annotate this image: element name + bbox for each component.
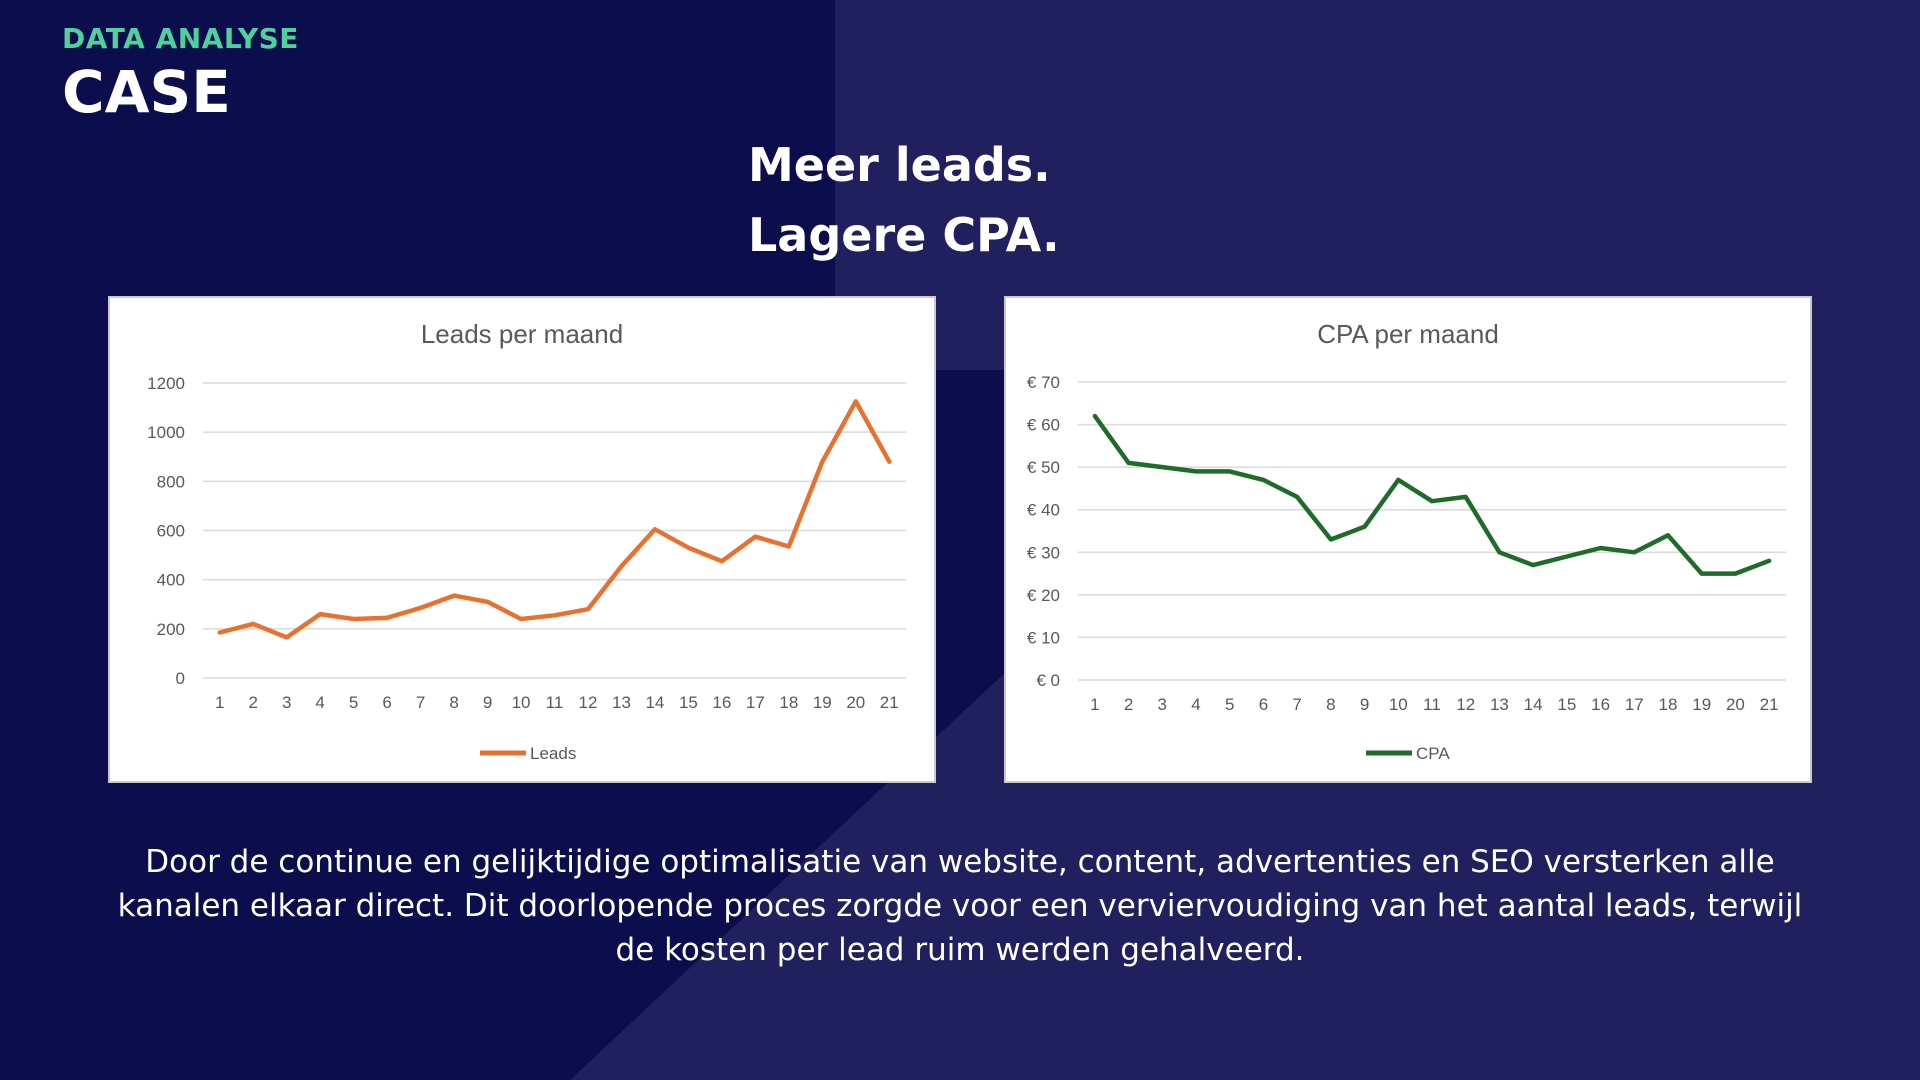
y-tick-label: 0 bbox=[176, 669, 185, 688]
y-tick-label: € 0 bbox=[1036, 671, 1060, 690]
x-tick-label: 20 bbox=[846, 693, 865, 712]
x-tick-label: 17 bbox=[1625, 695, 1644, 714]
y-tick-label: 1000 bbox=[147, 423, 185, 442]
x-tick-label: 11 bbox=[1423, 695, 1441, 714]
chart-title: Leads per maand bbox=[421, 319, 623, 349]
y-tick-label: € 30 bbox=[1027, 543, 1060, 562]
eyebrow-label: DATA ANALYSE bbox=[62, 22, 299, 55]
chart-title: CPA per maand bbox=[1317, 319, 1499, 349]
x-tick-label: 7 bbox=[1292, 695, 1301, 714]
x-tick-label: 4 bbox=[315, 693, 324, 712]
y-tick-label: € 40 bbox=[1027, 501, 1060, 520]
y-tick-label: 1200 bbox=[147, 374, 185, 393]
headline-line-2: Lagere CPA. bbox=[748, 208, 1060, 262]
y-tick-label: € 50 bbox=[1027, 458, 1060, 477]
x-tick-label: 8 bbox=[449, 693, 458, 712]
x-tick-label: 10 bbox=[512, 693, 531, 712]
x-tick-label: 16 bbox=[712, 693, 731, 712]
x-tick-label: 4 bbox=[1191, 695, 1200, 714]
x-tick-label: 9 bbox=[483, 693, 492, 712]
x-tick-label: 15 bbox=[679, 693, 698, 712]
x-tick-label: 18 bbox=[1659, 695, 1678, 714]
y-tick-label: € 60 bbox=[1027, 416, 1060, 435]
y-tick-label: € 20 bbox=[1027, 586, 1060, 605]
y-tick-label: € 10 bbox=[1027, 628, 1060, 647]
x-tick-label: 14 bbox=[645, 693, 664, 712]
x-tick-label: 3 bbox=[1158, 695, 1167, 714]
body-text: Door de continue en gelijktijdige optima… bbox=[117, 844, 1803, 968]
x-tick-label: 5 bbox=[349, 693, 358, 712]
x-tick-label: 19 bbox=[813, 693, 832, 712]
x-tick-label: 2 bbox=[1124, 695, 1133, 714]
x-tick-label: 12 bbox=[579, 693, 598, 712]
x-tick-label: 7 bbox=[416, 693, 425, 712]
x-tick-label: 12 bbox=[1456, 695, 1475, 714]
x-tick-label: 6 bbox=[1259, 695, 1268, 714]
x-tick-label: 19 bbox=[1692, 695, 1711, 714]
y-tick-label: 600 bbox=[157, 522, 185, 541]
x-tick-label: 13 bbox=[1490, 695, 1509, 714]
x-tick-label: 2 bbox=[248, 693, 257, 712]
headline-line-1: Meer leads. bbox=[748, 138, 1051, 192]
x-tick-label: 17 bbox=[746, 693, 765, 712]
x-tick-label: 10 bbox=[1389, 695, 1408, 714]
cpa-chart: CPA per maand € 0 € 10 € 20 € 30 € 40 € 50 € 60… bbox=[1027, 319, 1786, 763]
page-title: CASE bbox=[62, 58, 231, 126]
x-tick-label: 9 bbox=[1360, 695, 1369, 714]
x-tick-label: 15 bbox=[1557, 695, 1576, 714]
x-tick-label: 6 bbox=[382, 693, 391, 712]
y-tick-label: 800 bbox=[157, 472, 185, 491]
x-tick-label: 13 bbox=[612, 693, 631, 712]
x-tick-label: 1 bbox=[215, 693, 224, 712]
y-tick-label: € 70 bbox=[1027, 373, 1060, 392]
x-tick-label: 21 bbox=[1760, 695, 1779, 714]
y-tick-label: 200 bbox=[157, 620, 185, 639]
x-tick-label: 3 bbox=[282, 693, 291, 712]
cpa-chart-panel: CPA per maand € 0 € 10 € 20 € 30 € 40 € 50 € 60… bbox=[1004, 296, 1812, 783]
x-tick-label: 8 bbox=[1326, 695, 1335, 714]
y-tick-label: 400 bbox=[157, 571, 185, 590]
series-line-cpa bbox=[1092, 413, 1772, 576]
x-tick-label: 18 bbox=[779, 693, 798, 712]
series-line-leads bbox=[217, 399, 892, 640]
x-tick-label: 20 bbox=[1726, 695, 1745, 714]
x-tick-label: 11 bbox=[546, 693, 564, 712]
x-tick-label: 14 bbox=[1524, 695, 1543, 714]
x-tick-label: 1 bbox=[1090, 695, 1099, 714]
leads-chart-panel: Leads per maand 0 200 400 600 800 1000 1200 1 2 3 4… bbox=[108, 296, 936, 783]
legend-label: Leads bbox=[530, 744, 576, 763]
x-tick-label: 21 bbox=[880, 693, 899, 712]
headline: Meer leads. Lagere CPA. bbox=[748, 130, 1060, 270]
x-tick-label: 16 bbox=[1591, 695, 1610, 714]
x-tick-label: 5 bbox=[1225, 695, 1234, 714]
legend-label: CPA bbox=[1416, 744, 1450, 763]
